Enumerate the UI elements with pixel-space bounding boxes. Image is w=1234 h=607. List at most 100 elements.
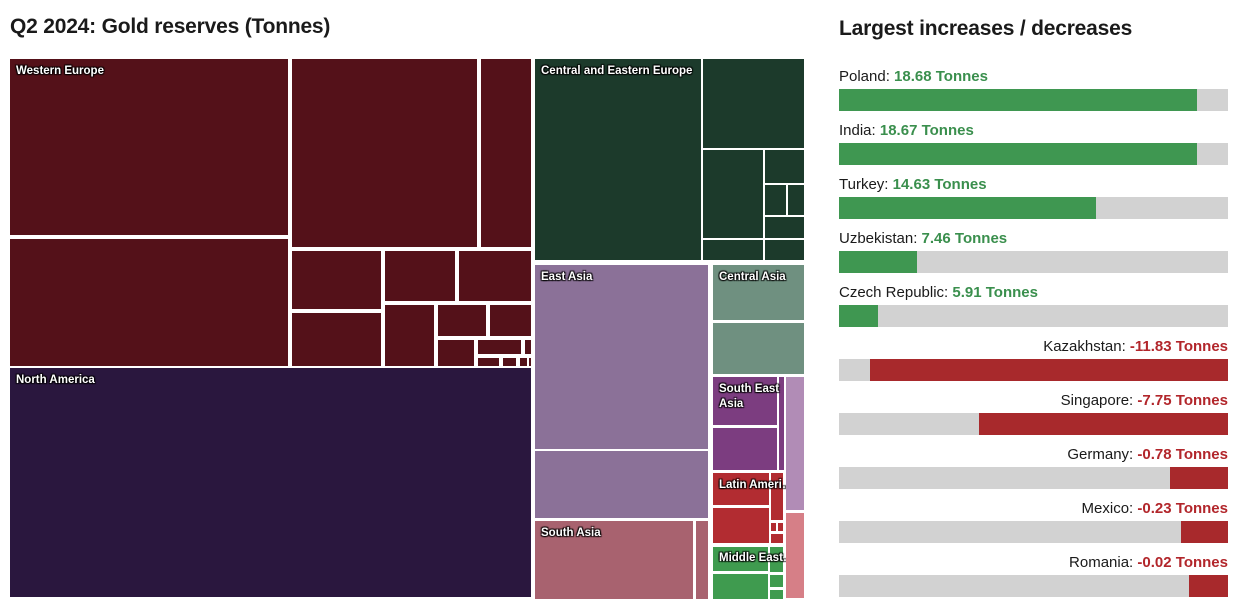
treemap-cell-latin-america-3[interactable] bbox=[771, 523, 776, 531]
treemap-cell-south-east-asia-2[interactable] bbox=[779, 377, 784, 470]
treemap-cell-western-europe-14[interactable] bbox=[478, 358, 499, 366]
treemap-cell-central-eastern-europe-4[interactable] bbox=[765, 185, 786, 215]
treemap-cell-latin-america-4[interactable] bbox=[778, 523, 783, 531]
treemap-cell-western-europe[interactable] bbox=[10, 59, 288, 235]
bar-fill-mexico bbox=[1181, 521, 1228, 543]
bar-country-romania: Romania: bbox=[1069, 554, 1138, 571]
treemap-cell-east-asia[interactable] bbox=[535, 265, 708, 449]
bar-label-romania: Romania: -0.02 Tonnes bbox=[839, 553, 1228, 572]
bar-row-india: India: 18.67 Tonnes bbox=[839, 121, 1228, 165]
treemap-cell-central-eastern-europe[interactable] bbox=[535, 59, 701, 260]
bar-label-poland: Poland: 18.68 Tonnes bbox=[839, 67, 1228, 86]
treemap-cell-central-asia-1[interactable] bbox=[713, 323, 804, 374]
treemap-cell-central-eastern-europe-6[interactable] bbox=[765, 217, 804, 238]
bar-country-kazakhstan: Kazakhstan: bbox=[1043, 338, 1130, 355]
treemap-cell-western-europe-6[interactable] bbox=[459, 251, 531, 301]
treemap-cell-western-europe-11[interactable] bbox=[438, 340, 474, 366]
bar-country-india: India: bbox=[839, 122, 880, 139]
treemap-cell-western-europe-5[interactable] bbox=[385, 251, 455, 301]
treemap-cell-central-asia[interactable] bbox=[713, 265, 804, 320]
treemap-cell-latin-america[interactable] bbox=[713, 473, 769, 505]
bar-panel: Largest increases / decreases Poland: 18… bbox=[839, 16, 1228, 607]
bar-row-romania: Romania: -0.02 Tonnes bbox=[839, 553, 1228, 597]
bar-label-kazakhstan: Kazakhstan: -11.83 Tonnes bbox=[839, 337, 1228, 356]
bar-track-kazakhstan bbox=[839, 359, 1228, 381]
bar-fill-turkey bbox=[839, 197, 1096, 219]
treemap-cell-east-asia-1[interactable] bbox=[535, 451, 708, 518]
bar-country-uzbekistan: Uzbekistan: bbox=[839, 230, 922, 247]
treemap-cell-western-europe-16[interactable] bbox=[520, 358, 527, 366]
bar-label-czech-republic: Czech Republic: 5.91 Tonnes bbox=[839, 283, 1228, 302]
bar-fill-kazakhstan bbox=[870, 359, 1228, 381]
treemap-cell-latin-america-1[interactable] bbox=[713, 508, 769, 543]
bar-value-poland: 18.68 Tonnes bbox=[894, 68, 988, 85]
treemap-cell-latin-america-2[interactable] bbox=[771, 473, 783, 520]
treemap-cell-western-europe-9[interactable] bbox=[438, 305, 486, 336]
treemap-title: Q2 2024: Gold reserves (Tonnes) bbox=[10, 15, 331, 38]
treemap: Western Europe North America Central and E… bbox=[10, 59, 804, 599]
bar-row-singapore: Singapore: -7.75 Tonnes bbox=[839, 391, 1228, 435]
bar-panel-title: Largest increases / decreases bbox=[839, 17, 1133, 40]
bar-track-uzbekistan bbox=[839, 251, 1228, 273]
treemap-cell-western-europe-8[interactable] bbox=[385, 305, 434, 366]
treemap-cell-central-eastern-europe-5[interactable] bbox=[788, 185, 804, 215]
bar-fill-uzbekistan bbox=[839, 251, 917, 273]
bar-label-uzbekistan: Uzbekistan: 7.46 Tonnes bbox=[839, 229, 1228, 248]
bar-fill-india bbox=[839, 143, 1197, 165]
bar-value-kazakhstan: -11.83 Tonnes bbox=[1129, 338, 1228, 355]
treemap-cell-western-europe-10[interactable] bbox=[490, 305, 531, 336]
treemap-cell-western-europe-17[interactable] bbox=[529, 358, 531, 366]
bar-track-turkey bbox=[839, 197, 1228, 219]
bar-label-india: India: 18.67 Tonnes bbox=[839, 121, 1228, 140]
bar-country-singapore: Singapore: bbox=[1060, 392, 1138, 409]
bar-row-mexico: Mexico: -0.23 Tonnes bbox=[839, 499, 1228, 543]
bar-row-kazakhstan: Kazakhstan: -11.83 Tonnes bbox=[839, 337, 1228, 381]
treemap-cell-central-eastern-europe-8[interactable] bbox=[765, 240, 804, 260]
treemap-cell-western-europe-3[interactable] bbox=[10, 239, 288, 366]
treemap-cell-western-europe-12[interactable] bbox=[478, 340, 521, 354]
bar-label-turkey: Turkey: 14.63 Tonnes bbox=[839, 175, 1228, 194]
treemap-cell-central-eastern-europe-3[interactable] bbox=[765, 150, 804, 183]
bar-fill-poland bbox=[839, 89, 1197, 111]
treemap-cell-middle-east-2[interactable] bbox=[770, 547, 783, 572]
treemap-cell-middle-east-4[interactable] bbox=[770, 590, 783, 599]
bar-value-germany: -0.78 Tonnes bbox=[1137, 446, 1228, 463]
bar-country-czech-republic: Czech Republic: bbox=[839, 284, 953, 301]
treemap-cell-south-east-asia[interactable] bbox=[713, 377, 777, 425]
treemap-cell-unlabeled-strip-2[interactable] bbox=[786, 513, 804, 598]
bar-track-poland bbox=[839, 89, 1228, 111]
treemap-cell-western-europe-15[interactable] bbox=[503, 358, 516, 366]
bar-track-india bbox=[839, 143, 1228, 165]
treemap-cell-south-asia-1[interactable] bbox=[696, 521, 708, 599]
bar-label-singapore: Singapore: -7.75 Tonnes bbox=[839, 391, 1228, 410]
treemap-cell-central-eastern-europe-1[interactable] bbox=[703, 59, 804, 148]
bar-track-romania bbox=[839, 575, 1228, 597]
treemap-cell-middle-east-3[interactable] bbox=[770, 575, 783, 587]
treemap-cell-middle-east[interactable] bbox=[713, 547, 768, 571]
treemap-cell-central-eastern-europe-7[interactable] bbox=[703, 240, 763, 260]
treemap-cell-western-europe-7[interactable] bbox=[292, 313, 381, 366]
treemap-cell-central-eastern-europe-2[interactable] bbox=[703, 150, 763, 238]
bar-track-czech-republic bbox=[839, 305, 1228, 327]
treemap-cell-unlabeled-strip-1[interactable] bbox=[786, 377, 804, 510]
bar-value-romania: -0.02 Tonnes bbox=[1137, 554, 1228, 571]
bar-value-turkey: 14.63 Tonnes bbox=[892, 176, 987, 193]
bar-value-uzbekistan: 7.46 Tonnes bbox=[921, 230, 1008, 247]
bar-list: Poland: 18.68 Tonnes India: 18.67 Tonnes T… bbox=[839, 67, 1228, 597]
treemap-cell-middle-east-1[interactable] bbox=[713, 574, 768, 599]
bar-fill-czech-republic bbox=[839, 305, 878, 327]
bar-fill-singapore bbox=[979, 413, 1228, 435]
bar-value-india: 18.67 Tonnes bbox=[879, 122, 974, 139]
treemap-cell-western-europe-1[interactable] bbox=[292, 59, 477, 247]
treemap-cell-western-europe-2[interactable] bbox=[481, 59, 531, 247]
bar-fill-romania bbox=[1189, 575, 1228, 597]
treemap-cell-western-europe-4[interactable] bbox=[292, 251, 381, 309]
bar-country-mexico: Mexico: bbox=[1081, 500, 1138, 517]
treemap-cell-western-europe-13[interactable] bbox=[525, 340, 531, 354]
bar-row-germany: Germany: -0.78 Tonnes bbox=[839, 445, 1228, 489]
treemap-cell-north-america[interactable] bbox=[10, 368, 531, 597]
treemap-cell-south-east-asia-1[interactable] bbox=[713, 428, 777, 470]
bar-track-germany bbox=[839, 467, 1228, 489]
treemap-cell-south-asia[interactable] bbox=[535, 521, 693, 599]
treemap-cell-latin-america-5[interactable] bbox=[771, 534, 783, 543]
